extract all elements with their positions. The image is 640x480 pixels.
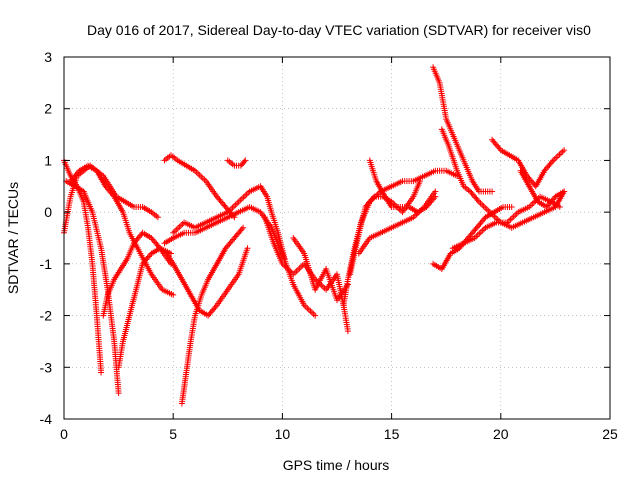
data-points xyxy=(61,64,568,407)
y-tick-label: -4 xyxy=(40,411,53,427)
series-markers xyxy=(157,245,251,319)
series-markers xyxy=(224,157,249,169)
series-s18 xyxy=(366,157,439,216)
series-s23 xyxy=(489,136,568,190)
series-s9 xyxy=(170,183,288,262)
series-markers xyxy=(438,126,568,231)
y-tick-label: -3 xyxy=(40,359,53,375)
x-tick-label: 20 xyxy=(493,426,509,442)
series-s19 xyxy=(430,64,496,195)
series-markers xyxy=(115,245,174,371)
series-s7 xyxy=(157,245,251,319)
y-tick-label: 3 xyxy=(44,49,52,65)
series-markers xyxy=(290,235,351,304)
x-tick-label: 15 xyxy=(384,426,400,442)
series-s11 xyxy=(161,152,238,221)
series-markers xyxy=(430,64,496,195)
series-markers xyxy=(489,136,568,190)
y-tick-label: -2 xyxy=(40,308,53,324)
series-markers xyxy=(517,167,568,210)
series-s20 xyxy=(438,126,568,231)
y-tick-label: 0 xyxy=(44,204,52,220)
series-markers xyxy=(366,157,439,216)
y-axis-label: SDTVAR / TECUs xyxy=(5,182,21,294)
series-s24 xyxy=(517,167,568,210)
y-tick-label: 1 xyxy=(44,152,52,168)
series-markers xyxy=(161,152,238,221)
axis-ticks: 0 5 10 15 20 25 -4 -3 -2 -1 0 1 2 3 xyxy=(40,49,618,442)
series-s8 xyxy=(178,224,247,407)
x-tick-label: 0 xyxy=(60,426,68,442)
y-tick-label: -1 xyxy=(40,256,53,272)
series-markers xyxy=(178,224,247,407)
series-s4 xyxy=(67,162,177,298)
series-s12 xyxy=(224,157,249,169)
series-s14 xyxy=(290,235,351,304)
series-s6 xyxy=(115,245,174,371)
series-s16 xyxy=(347,178,423,278)
series-markers xyxy=(67,162,177,298)
series-markers xyxy=(347,178,423,278)
plot-frame xyxy=(63,56,611,420)
x-tick-label: 5 xyxy=(169,426,177,442)
x-axis-label: GPS time / hours xyxy=(283,457,390,473)
x-tick-label: 25 xyxy=(602,426,618,442)
y-tick-label: 2 xyxy=(44,101,52,117)
chart-title: Day 016 of 2017, Sidereal Day-to-day VTE… xyxy=(87,22,591,38)
x-tick-label: 10 xyxy=(275,426,291,442)
series-markers xyxy=(170,183,288,262)
grid-lines xyxy=(64,57,610,419)
